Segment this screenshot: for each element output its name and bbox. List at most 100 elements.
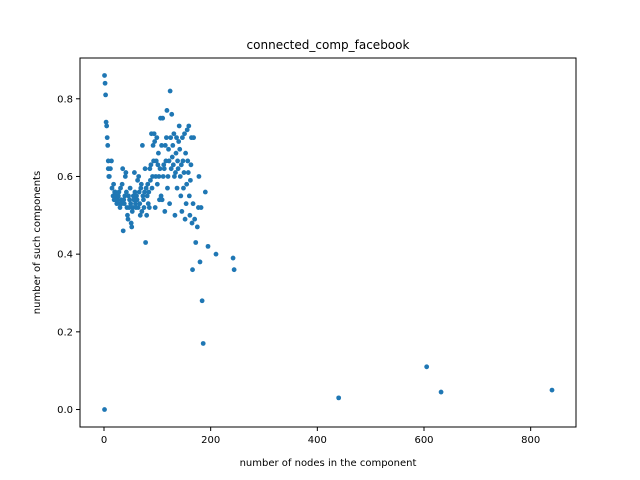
data-point xyxy=(132,170,137,175)
data-point xyxy=(154,135,160,141)
data-point xyxy=(132,189,138,195)
data-point xyxy=(129,209,135,214)
data-point xyxy=(137,201,143,207)
x-tick-label: 800 xyxy=(521,435,540,446)
data-point xyxy=(102,73,107,78)
data-point xyxy=(128,201,134,207)
data-point xyxy=(154,181,160,187)
data-point xyxy=(176,139,182,144)
data-point xyxy=(202,189,208,195)
data-point xyxy=(159,142,165,148)
data-point xyxy=(184,127,190,133)
data-point xyxy=(109,158,114,164)
data-point xyxy=(127,185,133,191)
data-point xyxy=(147,166,153,172)
data-point xyxy=(182,131,187,137)
x-tick-label: 0 xyxy=(101,435,107,446)
data-point xyxy=(139,209,145,214)
data-point xyxy=(180,158,186,164)
data-point xyxy=(103,92,108,98)
data-point xyxy=(231,267,237,273)
data-point xyxy=(114,197,120,203)
y-tick-label: 0.8 xyxy=(57,94,73,105)
data-point xyxy=(188,162,194,168)
x-tick-label: 200 xyxy=(201,435,220,446)
data-point xyxy=(192,216,198,222)
data-point xyxy=(105,142,111,148)
data-point xyxy=(438,389,444,395)
data-point xyxy=(143,240,149,245)
data-point xyxy=(180,135,185,141)
data-point xyxy=(186,123,192,129)
data-point xyxy=(108,166,113,172)
data-point xyxy=(142,166,148,172)
data-point xyxy=(126,193,131,199)
y-tick-label: 0.0 xyxy=(57,405,73,416)
data-point xyxy=(136,189,142,195)
data-point xyxy=(181,185,186,191)
data-point xyxy=(178,162,184,168)
data-point xyxy=(166,158,172,164)
data-point xyxy=(177,146,183,152)
data-point xyxy=(141,205,147,210)
data-point xyxy=(144,193,150,199)
data-point xyxy=(125,212,130,218)
data-point xyxy=(175,158,181,164)
data-point xyxy=(137,212,143,218)
data-point xyxy=(190,201,196,207)
data-point xyxy=(167,201,173,207)
data-point xyxy=(169,154,175,160)
data-point xyxy=(140,142,145,148)
data-point xyxy=(140,193,146,199)
data-point xyxy=(129,224,135,230)
data-point xyxy=(148,177,153,183)
data-point xyxy=(183,150,189,156)
data-point xyxy=(174,135,179,141)
data-point xyxy=(122,193,128,199)
data-point xyxy=(183,201,189,207)
data-point xyxy=(118,185,123,191)
data-point xyxy=(134,197,140,203)
data-point xyxy=(159,197,165,203)
data-point xyxy=(143,185,149,191)
data-point xyxy=(156,150,161,156)
data-point xyxy=(173,150,179,156)
data-point xyxy=(121,197,127,203)
data-point xyxy=(138,185,144,191)
y-tick-label: 0.2 xyxy=(57,327,73,338)
data-point xyxy=(164,108,170,113)
data-point xyxy=(185,170,191,175)
data-point xyxy=(119,181,125,187)
data-point xyxy=(194,224,200,230)
data-point xyxy=(153,158,159,164)
data-point xyxy=(164,135,169,141)
data-point xyxy=(102,80,108,86)
data-point xyxy=(186,193,192,199)
data-point xyxy=(181,170,187,175)
data-point xyxy=(120,228,126,234)
data-point xyxy=(145,201,151,207)
data-point xyxy=(162,142,168,148)
data-point xyxy=(187,212,193,218)
data-point xyxy=(150,142,156,148)
data-point xyxy=(191,135,197,141)
data-point xyxy=(106,174,112,179)
data-point xyxy=(142,189,147,195)
data-point xyxy=(197,259,203,265)
data-point xyxy=(135,205,141,210)
data-point xyxy=(173,170,178,175)
data-point xyxy=(152,139,158,144)
data-point xyxy=(170,142,176,148)
data-point xyxy=(127,197,132,203)
data-point xyxy=(116,189,122,195)
data-point xyxy=(174,185,180,191)
data-point xyxy=(172,212,178,218)
chart-title: connected_comp_facebook xyxy=(247,38,410,52)
data-point xyxy=(162,209,168,214)
data-point xyxy=(168,135,174,141)
data-point xyxy=(549,387,555,393)
data-point xyxy=(185,158,191,164)
data-point xyxy=(213,251,219,257)
